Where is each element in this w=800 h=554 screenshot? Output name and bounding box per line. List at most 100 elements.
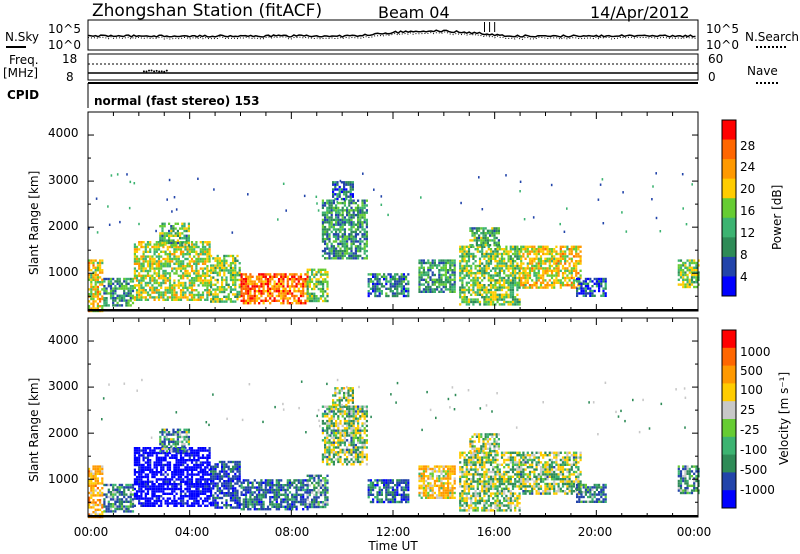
echo-cell-power bbox=[172, 241, 175, 245]
echo-cell-power bbox=[304, 282, 307, 286]
echo-cell-power bbox=[288, 273, 292, 276]
echo-cell-power bbox=[175, 260, 178, 263]
echo-cell-power bbox=[330, 201, 333, 205]
echo-cell-velocity bbox=[234, 492, 237, 495]
echo-cell-power bbox=[151, 286, 154, 289]
echo-cell-power bbox=[176, 239, 179, 242]
echo-cell-power bbox=[335, 249, 338, 253]
echo-cell-power bbox=[328, 216, 331, 219]
echo-cell-velocity bbox=[186, 475, 189, 479]
echo-cell-power bbox=[146, 269, 150, 273]
echo-cell-power bbox=[511, 293, 515, 296]
echo-cell-velocity bbox=[234, 494, 237, 497]
echo-cell-power bbox=[400, 290, 403, 293]
echo-cell-power bbox=[335, 206, 338, 210]
echo-cell-velocity bbox=[238, 470, 241, 473]
echo-cell-power bbox=[566, 248, 569, 251]
echo-cell-velocity bbox=[277, 496, 281, 499]
echo-cell-power bbox=[604, 277, 607, 281]
echo-cell-power bbox=[103, 301, 106, 305]
echo-cell-velocity bbox=[155, 497, 158, 500]
echo-cell-power bbox=[282, 299, 285, 302]
echo-cell-velocity bbox=[174, 431, 177, 434]
echo-cell-power bbox=[350, 223, 353, 226]
echo-cell-velocity bbox=[190, 461, 194, 464]
echo-cell-velocity bbox=[208, 451, 211, 455]
echo-cell-power bbox=[195, 274, 198, 277]
echo-cell-power bbox=[88, 288, 91, 291]
echo-cell-velocity bbox=[176, 440, 179, 443]
echo-cell-power bbox=[336, 193, 339, 196]
echo-cell-power bbox=[140, 255, 143, 258]
echo-cell-power bbox=[542, 250, 545, 253]
echo-cell-power bbox=[463, 288, 466, 292]
echo-cell-power bbox=[177, 274, 180, 277]
echo-cell-power bbox=[542, 274, 545, 277]
echo-cell-velocity bbox=[133, 461, 136, 464]
echo-cell-power bbox=[544, 269, 547, 272]
echo-cell-power bbox=[313, 275, 316, 279]
echo-cell-power bbox=[258, 292, 261, 295]
echo-cell-power bbox=[175, 291, 178, 294]
echo-cell-power bbox=[691, 183, 693, 186]
echo-cell-power bbox=[357, 228, 360, 231]
echo-cell-power bbox=[463, 255, 466, 258]
echo-cell-power bbox=[503, 303, 506, 306]
echo-cell-power bbox=[187, 229, 190, 233]
echo-cell-power bbox=[498, 279, 501, 282]
freq-point bbox=[150, 69, 153, 72]
echo-cell-power bbox=[190, 265, 194, 268]
echo-cell-power bbox=[520, 281, 523, 284]
echo-cell-velocity bbox=[90, 501, 93, 504]
echo-cell-power bbox=[354, 209, 357, 212]
echo-cell-power bbox=[188, 279, 191, 282]
echo-cell-power bbox=[572, 255, 576, 258]
echo-cell-power bbox=[595, 280, 598, 283]
echo-cell-power bbox=[697, 283, 700, 286]
echo-cell-power bbox=[328, 237, 331, 241]
echo-cell-velocity bbox=[218, 460, 221, 464]
echo-cell-velocity bbox=[193, 449, 196, 452]
echo-cell-power bbox=[449, 281, 452, 284]
echo-cell-power bbox=[544, 272, 547, 275]
echo-cell-power bbox=[440, 281, 443, 284]
echo-cell-power bbox=[575, 272, 578, 275]
echo-cell-velocity bbox=[105, 495, 108, 499]
echo-cell-power bbox=[516, 286, 519, 289]
echo-cell-velocity bbox=[96, 499, 99, 502]
echo-cell-velocity bbox=[166, 487, 169, 491]
echo-cell-power bbox=[398, 292, 401, 295]
echo-cell-power bbox=[365, 233, 368, 236]
echo-cell-velocity bbox=[138, 502, 141, 505]
echo-cell-power bbox=[214, 266, 217, 270]
echo-cell-power bbox=[260, 292, 263, 295]
echo-cell-power bbox=[184, 272, 187, 275]
echo-cell-power bbox=[334, 197, 337, 201]
echo-cell-velocity bbox=[227, 484, 230, 488]
echo-cell-velocity bbox=[197, 492, 200, 495]
echo-cell-velocity bbox=[133, 473, 136, 476]
echo-cell-velocity bbox=[142, 468, 145, 471]
echo-cell-velocity bbox=[190, 451, 194, 455]
echo-cell-power bbox=[269, 278, 272, 281]
echo-cell-power bbox=[476, 281, 479, 284]
echo-cell-power bbox=[315, 195, 318, 198]
echo-cell-velocity bbox=[275, 491, 278, 494]
echo-cell-power bbox=[324, 249, 327, 253]
echo-cell-power bbox=[602, 280, 605, 283]
echo-cell-power bbox=[282, 275, 285, 278]
echo-cell-power bbox=[288, 302, 292, 305]
echo-cell-power bbox=[149, 243, 152, 246]
echo-cell-velocity bbox=[165, 445, 168, 448]
echo-cell-velocity bbox=[188, 492, 191, 495]
echo-cell-power bbox=[498, 252, 501, 256]
echo-cell-power bbox=[94, 290, 97, 293]
echo-cell-velocity bbox=[201, 461, 205, 464]
echo-cell-power bbox=[324, 228, 327, 231]
echo-cell-power bbox=[461, 252, 464, 256]
echo-cell-power bbox=[546, 267, 549, 270]
echo-cell-power bbox=[651, 198, 653, 201]
echo-cell-velocity bbox=[204, 485, 207, 488]
echo-cell-velocity bbox=[275, 488, 278, 492]
echo-cell-velocity bbox=[131, 488, 135, 491]
